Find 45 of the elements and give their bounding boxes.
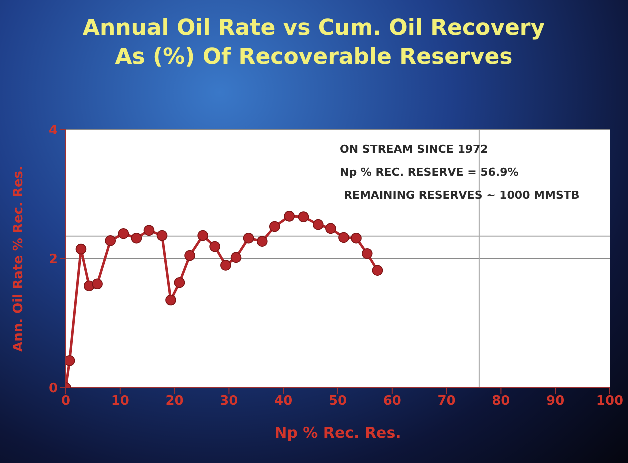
point	[372, 265, 384, 276]
point	[338, 232, 350, 244]
x-axis-title: Np % Rec. Res.	[274, 424, 402, 442]
x-tick-label: 10	[111, 394, 130, 410]
point	[220, 260, 232, 271]
point	[166, 294, 176, 306]
point	[118, 228, 130, 240]
annotation: Np % REC. RESERVE = 56.9%	[340, 165, 520, 181]
annotation: ON STREAM SINCE 1972	[340, 142, 490, 158]
x-tick-label: 80	[492, 394, 510, 410]
point	[313, 219, 324, 230]
point	[105, 236, 116, 246]
chart-title: Annual Oil Rate vs Cum. Oil Recovery As (%) Of Recoverable Reserves	[82, 15, 546, 72]
y-tick-label: 0	[48, 382, 58, 397]
point	[351, 232, 362, 244]
point	[174, 277, 186, 288]
point	[210, 241, 220, 252]
x-tick-label: 100	[596, 394, 624, 410]
y-tick-label: 2	[48, 252, 58, 268]
point	[298, 212, 310, 222]
point	[243, 232, 254, 244]
y-tick-label: 4	[48, 124, 58, 139]
point	[362, 248, 373, 260]
x-tick-label: 60	[383, 394, 402, 410]
y-axis-title: Ann. Oil Rate % Rec. Res.	[12, 166, 27, 352]
x-tick-label: 50	[328, 394, 348, 410]
x-tick-label: 0	[61, 394, 71, 410]
point	[76, 244, 87, 255]
x-tick-label: 40	[274, 394, 293, 410]
annotation: REMAINING RESERVES ~ 1000 MMSTB	[344, 188, 580, 204]
x-tick-label: 20	[166, 394, 184, 410]
point	[131, 232, 142, 244]
x-tick-label: 30	[220, 394, 238, 410]
point	[198, 230, 208, 242]
point	[184, 250, 196, 262]
x-tick-label: 70	[438, 394, 456, 410]
point	[269, 221, 280, 232]
point	[256, 236, 268, 247]
point	[92, 278, 103, 290]
point	[156, 230, 168, 242]
point	[284, 211, 295, 222]
point	[144, 225, 155, 236]
point	[326, 223, 336, 234]
x-tick-label: 90	[546, 394, 565, 410]
point	[230, 252, 242, 264]
